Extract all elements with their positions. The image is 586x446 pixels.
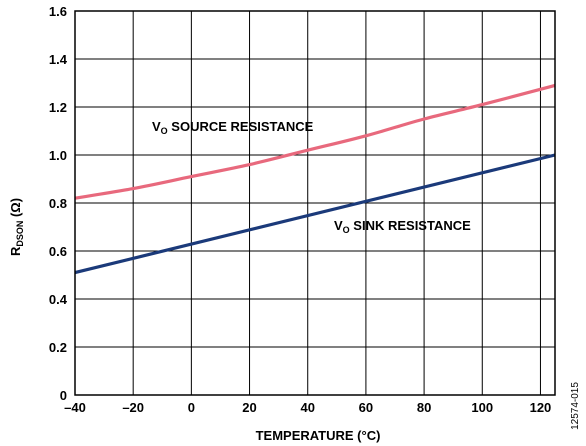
series-line-sink-resistance [74, 153, 556, 275]
y-axis-title: RDSON (Ω) [8, 198, 25, 256]
series-layer [74, 83, 556, 275]
y-tick-label: 1.0 [49, 148, 67, 163]
y-tick-label: 0.6 [49, 244, 67, 259]
x-tick-labels: –40 –20 0 20 40 60 80 100 120 [64, 400, 551, 415]
y-tick-label: 0.8 [49, 196, 67, 211]
y-tick-label: 1.6 [49, 4, 67, 19]
y-axis-title-unit: (Ω) [8, 198, 23, 221]
x-tick-label: 120 [530, 400, 552, 415]
plot-frame [74, 10, 556, 396]
annotation-sink-resistance: VO SINK RESISTANCE [334, 218, 471, 235]
figure-id: 12574-015 [570, 382, 581, 430]
x-tick-label: 80 [417, 400, 431, 415]
x-tick-label: 40 [300, 400, 314, 415]
y-tick-labels: 0 0.2 0.4 0.6 0.8 1.0 1.2 1.4 1.6 [49, 4, 68, 403]
annotation-sink-sub: O [343, 225, 350, 235]
x-tick-label: 20 [242, 400, 256, 415]
grid-lines [74, 10, 555, 396]
series-line-source-resistance [74, 83, 556, 200]
y-tick-label: 0.2 [49, 340, 67, 355]
x-tick-label: 0 [188, 400, 195, 415]
annotation-source-main: V [152, 119, 161, 134]
annotation-sink-main: V [334, 218, 343, 233]
x-tick-label: 100 [471, 400, 493, 415]
y-tick-label: 0 [60, 388, 67, 403]
x-tick-label: 60 [359, 400, 373, 415]
annotation-sink-rest: SINK RESISTANCE [350, 218, 471, 233]
x-axis-title: TEMPERATURE (°C) [256, 428, 381, 443]
x-tick-label: –20 [122, 400, 144, 415]
y-axis-title-sub: DSON [15, 221, 25, 247]
annotation-source-sub: O [161, 126, 168, 136]
y-axis-title-main: R [8, 246, 23, 256]
x-tick-label: –40 [64, 400, 86, 415]
y-tick-label: 1.4 [49, 52, 68, 67]
annotation-source-resistance: VO SOURCE RESISTANCE [152, 119, 314, 136]
y-tick-label: 1.2 [49, 100, 67, 115]
annotation-source-rest: SOURCE RESISTANCE [168, 119, 314, 134]
y-tick-label: 0.4 [49, 292, 68, 307]
